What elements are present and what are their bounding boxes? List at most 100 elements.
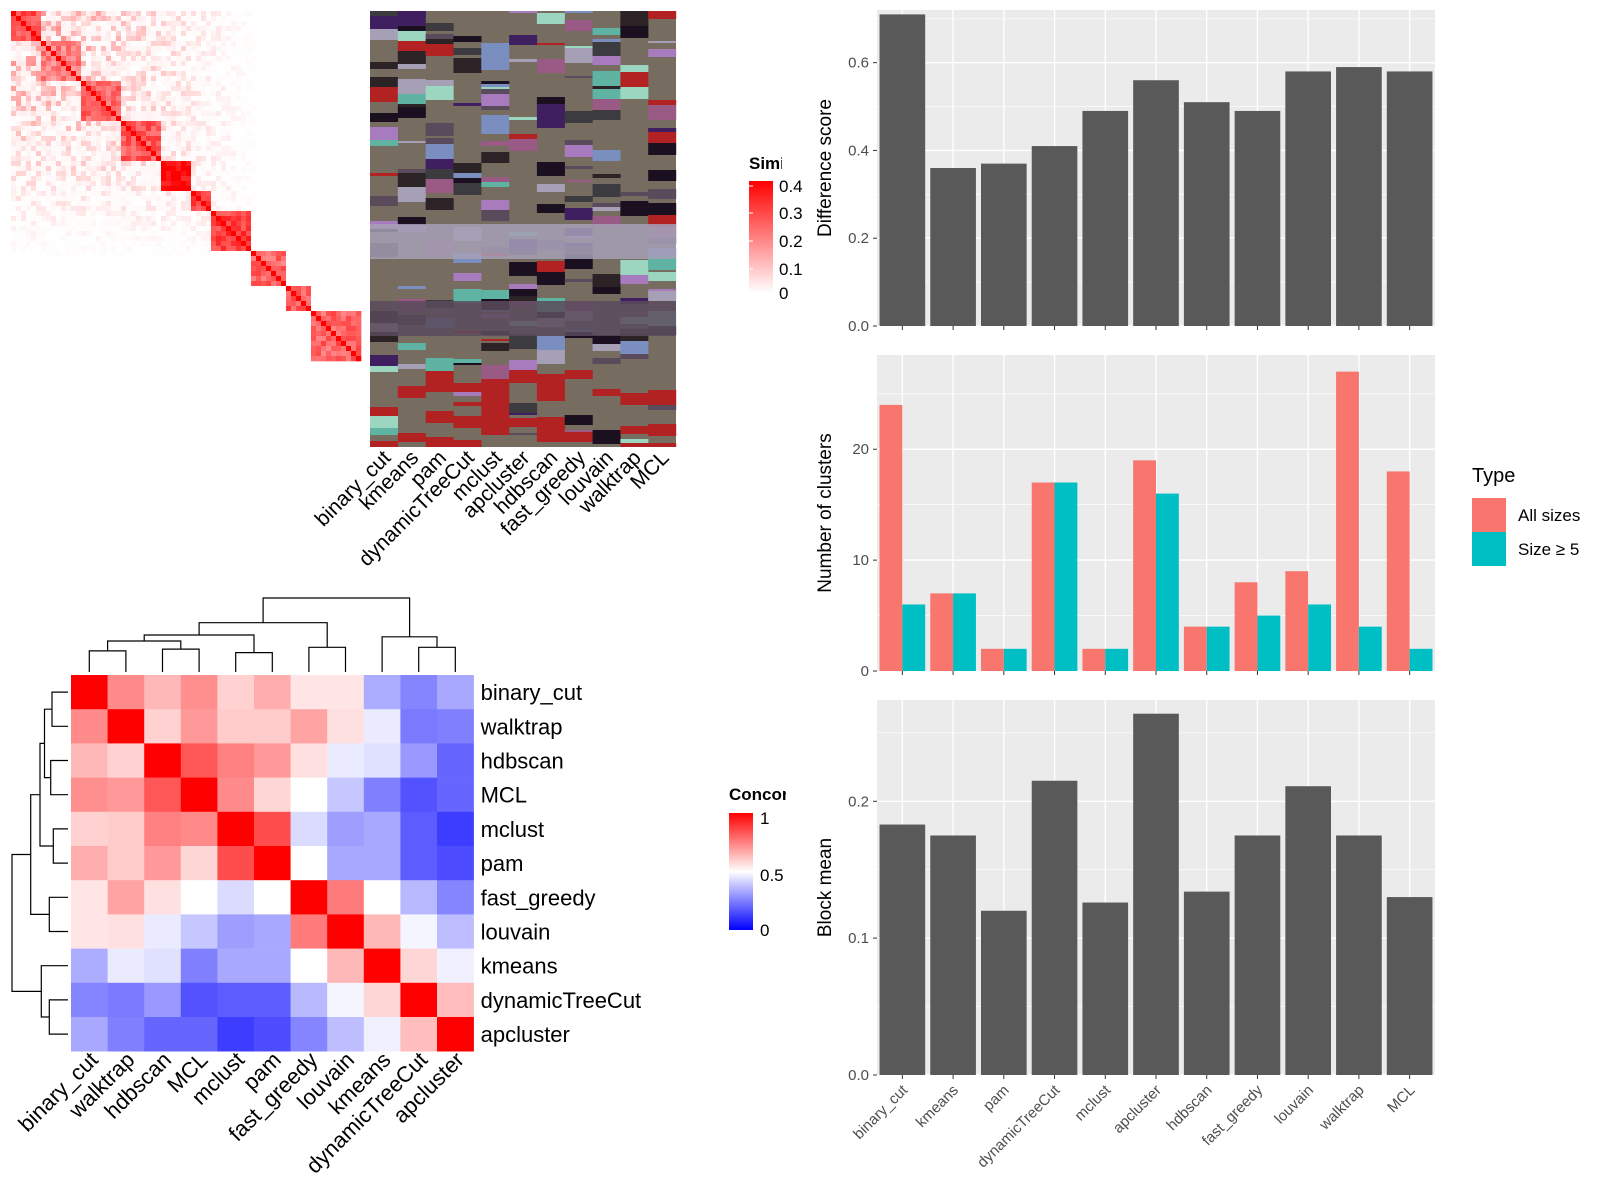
similarity-cell	[231, 331, 237, 337]
similarity-cell	[41, 251, 47, 257]
similarity-cell	[111, 21, 117, 27]
similarity-cell	[31, 271, 37, 277]
similarity-cell	[291, 261, 297, 267]
similarity-cell	[281, 256, 287, 262]
similarity-cell	[356, 161, 362, 167]
similarity-cell	[316, 331, 322, 337]
similarity-cell	[31, 336, 37, 342]
similarity-cell	[36, 131, 42, 137]
similarity-cell	[186, 221, 192, 227]
similarity-cell	[181, 176, 187, 182]
similarity-cell	[181, 326, 187, 332]
similarity-cell	[251, 186, 257, 192]
similarity-cell	[11, 211, 17, 217]
similarity-cell	[256, 36, 262, 42]
similarity-cell	[191, 221, 197, 227]
similarity-cell	[66, 41, 72, 47]
similarity-cell	[56, 191, 62, 197]
similarity-cell	[136, 141, 142, 147]
similarity-cell	[266, 281, 272, 287]
similarity-cell	[76, 31, 82, 37]
similarity-cell	[286, 106, 292, 112]
class-matrix-segment	[397, 94, 426, 104]
similarity-cell	[336, 221, 342, 227]
similarity-cell	[241, 291, 247, 297]
similarity-cell	[181, 316, 187, 322]
similarity-cell	[236, 281, 242, 287]
similarity-cell	[206, 51, 212, 57]
similarity-cell	[36, 111, 42, 117]
similarity-cell	[51, 51, 57, 57]
similarity-cell	[256, 161, 262, 167]
similarity-cell	[206, 241, 212, 247]
similarity-cell	[66, 146, 72, 152]
similarity-cell	[341, 91, 347, 97]
similarity-cell	[91, 21, 97, 27]
similarity-cell	[241, 331, 247, 337]
similarity-cell	[96, 331, 102, 337]
similarity-cell	[186, 231, 192, 237]
similarity-cell	[41, 116, 47, 122]
class-matrix-segment	[453, 103, 482, 106]
similarity-cell	[121, 261, 127, 267]
similarity-cell	[146, 71, 152, 77]
similarity-cell	[86, 61, 92, 67]
similarity-cell	[76, 121, 82, 127]
similarity-cell	[206, 136, 212, 142]
similarity-cell	[116, 56, 122, 62]
similarity-cell	[191, 141, 197, 147]
similarity-cell	[156, 256, 162, 262]
similarity-cell	[261, 196, 267, 202]
similarity-cell	[131, 231, 137, 237]
similarity-cell	[306, 41, 312, 47]
similarity-cell	[246, 16, 252, 22]
similarity-cell	[106, 321, 112, 327]
similarity-cell	[41, 156, 47, 162]
similarity-cell	[81, 216, 87, 222]
similarity-cell	[56, 206, 62, 212]
similarity-cell	[201, 351, 207, 357]
similarity-cell	[256, 196, 262, 202]
similarity-cell	[341, 321, 347, 327]
similarity-cell	[11, 126, 17, 132]
similarity-cell	[351, 86, 357, 92]
similarity-cell	[336, 251, 342, 257]
similarity-cell	[31, 116, 37, 122]
similarity-cell	[336, 321, 342, 327]
similarity-cell	[76, 51, 82, 57]
similarity-cell	[236, 251, 242, 257]
similarity-cell	[196, 141, 202, 147]
similarity-cell	[301, 346, 307, 352]
similarity-cell	[296, 156, 302, 162]
similarity-cell	[46, 71, 52, 77]
similarity-cell	[26, 326, 32, 332]
similarity-cell	[206, 41, 212, 47]
similarity-cell	[196, 96, 202, 102]
similarity-cell	[226, 231, 232, 237]
similarity-cell	[311, 316, 317, 322]
similarity-cell	[296, 291, 302, 297]
similarity-cell	[61, 121, 67, 127]
similarity-cell	[336, 61, 342, 67]
similarity-cell	[201, 201, 207, 207]
similarity-cell	[41, 16, 47, 22]
similarity-cell	[71, 151, 77, 157]
similarity-cell	[106, 36, 112, 42]
similarity-cell	[11, 296, 17, 302]
similarity-cell	[186, 166, 192, 172]
similarity-cell	[261, 221, 267, 227]
similarity-cell	[11, 236, 17, 242]
similarity-cell	[336, 346, 342, 352]
similarity-cell	[31, 176, 37, 182]
similarity-cell	[201, 116, 207, 122]
similarity-cell	[166, 126, 172, 132]
similarity-cell	[216, 156, 222, 162]
similarity-cell	[216, 246, 222, 252]
similarity-cell	[16, 76, 22, 82]
similarity-cell	[51, 216, 57, 222]
similarity-cell	[16, 126, 22, 132]
similarity-cell	[51, 151, 57, 157]
similarity-cell	[356, 296, 362, 302]
similarity-cell	[236, 86, 242, 92]
similarity-cell	[256, 126, 262, 132]
